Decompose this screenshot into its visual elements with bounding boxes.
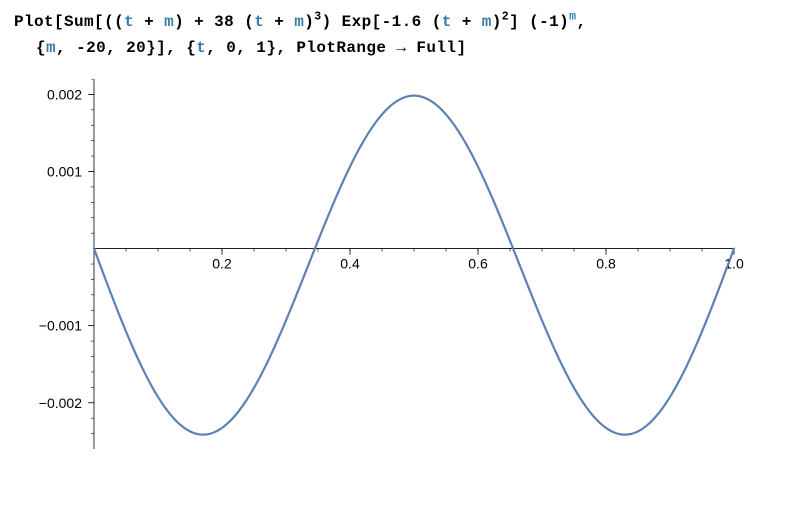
exp-3: 3 — [314, 11, 321, 24]
series-line — [94, 96, 734, 435]
opt-full: Full — [416, 39, 456, 57]
x-tick-label: 0.8 — [596, 256, 616, 272]
neg-1.6: -1.6 — [382, 13, 422, 31]
var-t: t — [124, 13, 134, 31]
y-tick-label: −0.002 — [39, 395, 82, 411]
x-tick-label: 0.6 — [468, 256, 488, 272]
y-tick-label: 0.002 — [47, 87, 82, 103]
y-tick-label: −0.001 — [39, 318, 82, 334]
fn-exp: Exp — [342, 13, 372, 31]
sum-high: 20 — [126, 39, 146, 57]
exp-2: 2 — [502, 11, 509, 24]
code-line-1: Plot[Sum[((t + m) + 38 (t + m)3) Exp[-1.… — [14, 10, 784, 36]
x-tick-label: 0.4 — [340, 256, 360, 272]
fn-sum: Sum — [64, 13, 94, 31]
y-tick-label: 0.001 — [47, 164, 82, 180]
sum-low: -20 — [76, 39, 106, 57]
arrow-icon: → — [396, 39, 406, 57]
x-tick-label: 0.2 — [212, 256, 232, 272]
opt-plotrange: PlotRange — [296, 39, 386, 57]
code-line-2: {m, -20, 20}], {t, 0, 1}, PlotRange → Fu… — [14, 36, 784, 62]
neg-1: -1 — [539, 13, 559, 31]
chart-svg: 0.20.40.60.81.00.0010.002−0.001−0.002 — [14, 79, 774, 479]
range-high: 1 — [256, 39, 266, 57]
plot-output: 0.20.40.60.81.00.0010.002−0.001−0.002 — [14, 79, 784, 479]
var-m: m — [164, 13, 174, 31]
coef-38: 38 — [214, 13, 234, 31]
fn-plot: Plot — [14, 13, 54, 31]
range-low: 0 — [226, 39, 236, 57]
